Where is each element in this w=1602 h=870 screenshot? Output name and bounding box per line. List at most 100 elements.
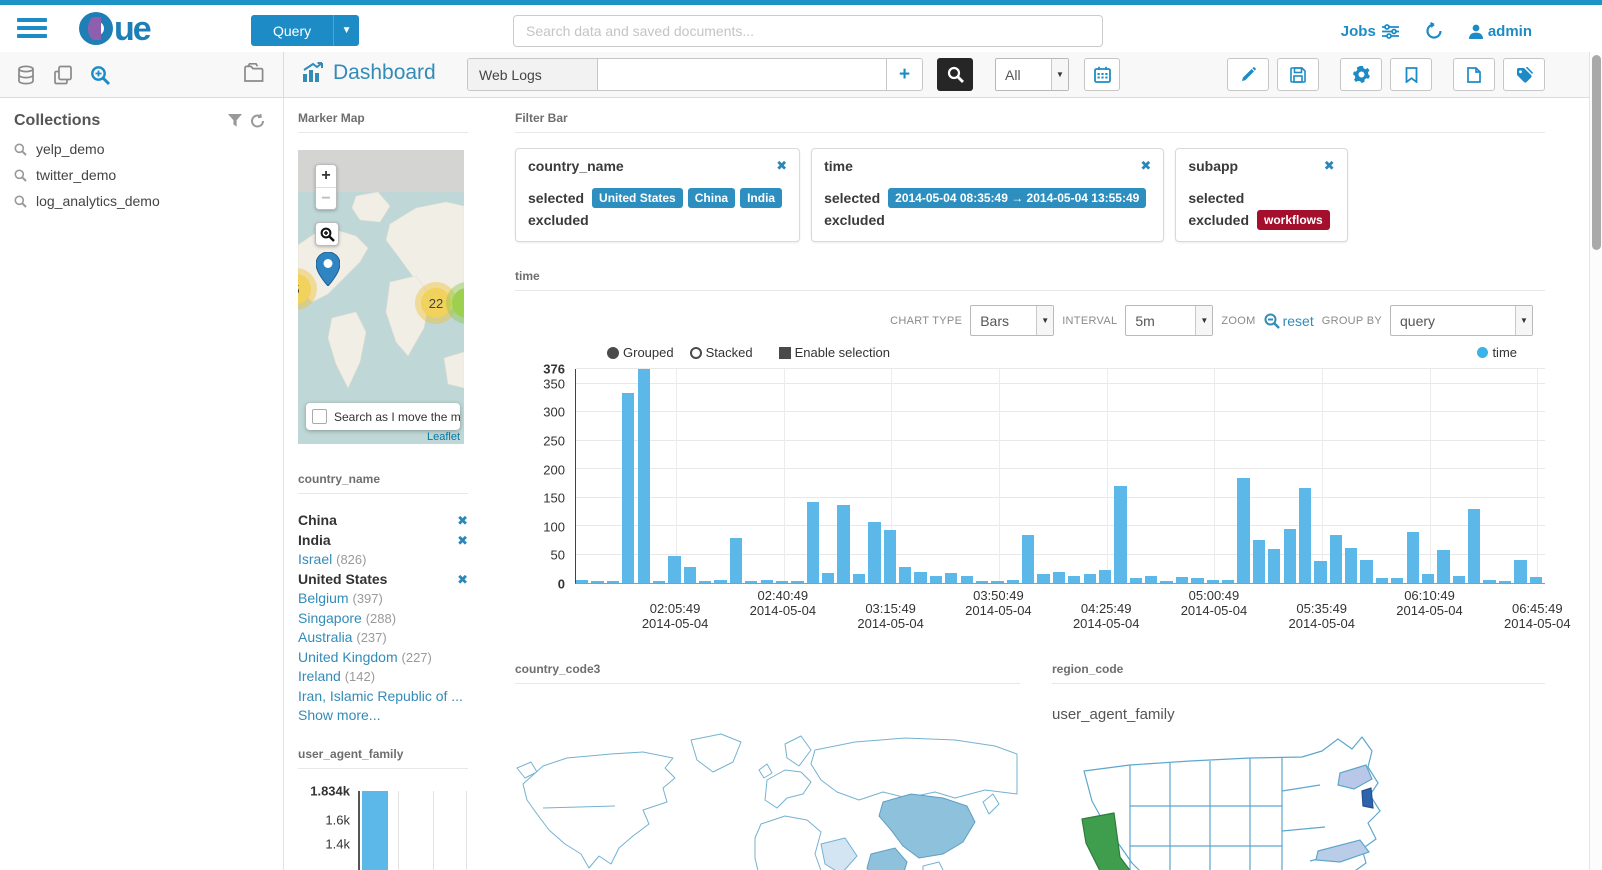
execute-search-button[interactable] bbox=[937, 58, 973, 91]
time-chart-bar[interactable] bbox=[1098, 570, 1112, 583]
facet-link[interactable]: Belgium bbox=[298, 590, 349, 606]
map-box-zoom-button[interactable] bbox=[315, 222, 339, 246]
time-chart-bar[interactable] bbox=[914, 571, 927, 583]
query-button-label[interactable]: Query bbox=[251, 15, 334, 46]
filter-value-badge[interactable]: 2014-05-04 08:35:49 → 2014-05-04 13:55:4… bbox=[888, 188, 1147, 208]
time-chart-bar[interactable] bbox=[1268, 548, 1281, 583]
time-chart-bar[interactable] bbox=[1529, 577, 1542, 583]
time-chart-bar[interactable] bbox=[775, 581, 789, 583]
stacked-radio[interactable]: Stacked bbox=[689, 345, 753, 360]
world-gradient-map[interactable] bbox=[515, 706, 1020, 870]
map-cluster[interactable]: 2 bbox=[446, 282, 464, 324]
dashboard-query-input[interactable] bbox=[598, 59, 886, 90]
filter-value-badge[interactable]: United States bbox=[592, 188, 683, 208]
time-chart-bar[interactable] bbox=[945, 573, 958, 583]
save-button[interactable] bbox=[1277, 58, 1319, 91]
remove-facet-icon[interactable]: ✖ bbox=[457, 532, 468, 548]
time-chart-bar[interactable] bbox=[1298, 487, 1312, 583]
map-cluster[interactable]: 5 bbox=[298, 268, 317, 310]
facet-link[interactable]: Israel bbox=[298, 551, 333, 567]
remove-facet-icon[interactable]: ✖ bbox=[457, 513, 468, 528]
global-search-input[interactable] bbox=[513, 15, 1103, 47]
database-icon[interactable] bbox=[14, 63, 38, 87]
time-chart-bar[interactable] bbox=[1391, 578, 1404, 583]
marker-map[interactable]: + − 5 22 2 Search as I move the map Leaf… bbox=[298, 150, 464, 444]
time-chart-bar[interactable] bbox=[898, 567, 912, 583]
time-chart-bar[interactable] bbox=[991, 581, 1004, 583]
search-assist-icon[interactable] bbox=[88, 63, 112, 87]
edit-button[interactable] bbox=[1227, 58, 1269, 91]
map-marker-pin[interactable] bbox=[316, 252, 340, 286]
filter-value-badge[interactable]: India bbox=[740, 188, 783, 208]
time-chart-bar[interactable] bbox=[1006, 579, 1019, 583]
interval-select[interactable]: 5m ▼ bbox=[1125, 305, 1214, 336]
facet-link[interactable]: Singapore bbox=[298, 609, 362, 626]
time-chart-bar[interactable] bbox=[1252, 540, 1266, 583]
time-chart-bar[interactable] bbox=[683, 566, 696, 583]
facet-link[interactable]: United Kingdom bbox=[298, 648, 398, 665]
tags-button[interactable] bbox=[1503, 58, 1545, 91]
time-chart-bar[interactable] bbox=[1514, 560, 1527, 583]
time-chart-bar[interactable] bbox=[1360, 560, 1373, 583]
scope-select[interactable]: All ▼ bbox=[995, 58, 1069, 91]
time-chart-bar[interactable] bbox=[1468, 509, 1481, 583]
map-cluster[interactable]: 22 bbox=[415, 282, 457, 324]
facet-item[interactable]: United Kingdom (227) bbox=[298, 648, 468, 668]
enable-selection-checkbox[interactable]: Enable selection bbox=[778, 345, 890, 360]
time-chart-bar[interactable] bbox=[1114, 486, 1127, 583]
collection-item[interactable]: twitter_demo bbox=[0, 162, 283, 188]
time-chart-bar[interactable] bbox=[1160, 580, 1173, 583]
filter-funnel-icon[interactable] bbox=[228, 114, 242, 127]
facet-item[interactable]: Iran, Islamic Republic of ... bbox=[298, 687, 468, 707]
facet-item[interactable]: Israel (826) bbox=[298, 550, 468, 570]
time-chart-bar[interactable] bbox=[1314, 561, 1327, 583]
time-chart-bar[interactable] bbox=[822, 572, 835, 583]
time-chart-bar[interactable] bbox=[1022, 534, 1035, 583]
facet-item[interactable]: Australia (237) bbox=[298, 628, 468, 648]
time-chart-bar[interactable] bbox=[1145, 575, 1158, 583]
user-menu[interactable]: admin bbox=[1468, 23, 1532, 40]
time-chart-bar[interactable] bbox=[960, 575, 973, 583]
time-chart-bar[interactable] bbox=[1437, 550, 1450, 583]
time-chart-bar[interactable] bbox=[1191, 578, 1204, 583]
history-icon[interactable] bbox=[1425, 22, 1443, 40]
facet-item[interactable]: ✖ China bbox=[298, 511, 468, 531]
time-chart-bar[interactable] bbox=[1483, 580, 1496, 583]
time-chart-bar[interactable] bbox=[1375, 578, 1389, 583]
facet-item[interactable]: Show more... bbox=[298, 706, 468, 726]
time-chart-bar[interactable] bbox=[1052, 571, 1066, 583]
time-chart-bar[interactable] bbox=[883, 529, 896, 583]
scrollbar-thumb[interactable] bbox=[1592, 55, 1601, 250]
zoom-reset-link[interactable]: reset bbox=[1264, 313, 1314, 329]
time-chart-bar[interactable] bbox=[1037, 574, 1050, 583]
time-chart-bar[interactable] bbox=[606, 581, 620, 583]
close-icon[interactable]: ✖ bbox=[1140, 158, 1152, 173]
time-chart-bar[interactable] bbox=[1283, 528, 1296, 583]
time-chart-bar[interactable] bbox=[1406, 531, 1419, 583]
hamburger-menu-icon[interactable] bbox=[17, 18, 47, 42]
facet-item[interactable]: ✖ India bbox=[298, 531, 468, 551]
collection-item[interactable]: log_analytics_demo bbox=[0, 188, 283, 214]
map-zoom-in-button[interactable]: + bbox=[316, 165, 336, 187]
time-chart-bar[interactable] bbox=[760, 579, 773, 583]
time-chart-bar[interactable] bbox=[1345, 547, 1358, 583]
facet-link[interactable]: Australia bbox=[298, 629, 353, 645]
facet-link[interactable]: Iran, Islamic Republic of ... bbox=[298, 687, 463, 704]
series-legend[interactable]: time bbox=[1477, 345, 1517, 360]
facet-item[interactable]: Singapore (288) bbox=[298, 609, 468, 629]
folder-icon[interactable] bbox=[243, 62, 265, 84]
group-by-select[interactable]: query ▼ bbox=[1390, 305, 1533, 336]
time-chart-bar[interactable] bbox=[576, 579, 589, 583]
refresh-icon[interactable] bbox=[250, 114, 265, 128]
facet-link[interactable]: Show more... bbox=[298, 707, 381, 723]
close-icon[interactable]: ✖ bbox=[776, 158, 788, 173]
time-chart-bar[interactable] bbox=[837, 505, 850, 583]
settings-button[interactable] bbox=[1340, 58, 1382, 91]
time-chart-bar[interactable] bbox=[791, 581, 804, 583]
filter-value-badge[interactable]: workflows bbox=[1257, 210, 1330, 230]
time-chart-bar[interactable] bbox=[929, 575, 943, 583]
time-chart-bar[interactable] bbox=[806, 502, 819, 583]
time-chart-bar[interactable] bbox=[622, 393, 635, 583]
calendar-button[interactable] bbox=[1084, 58, 1120, 91]
us-gradient-map[interactable] bbox=[1070, 731, 1440, 870]
